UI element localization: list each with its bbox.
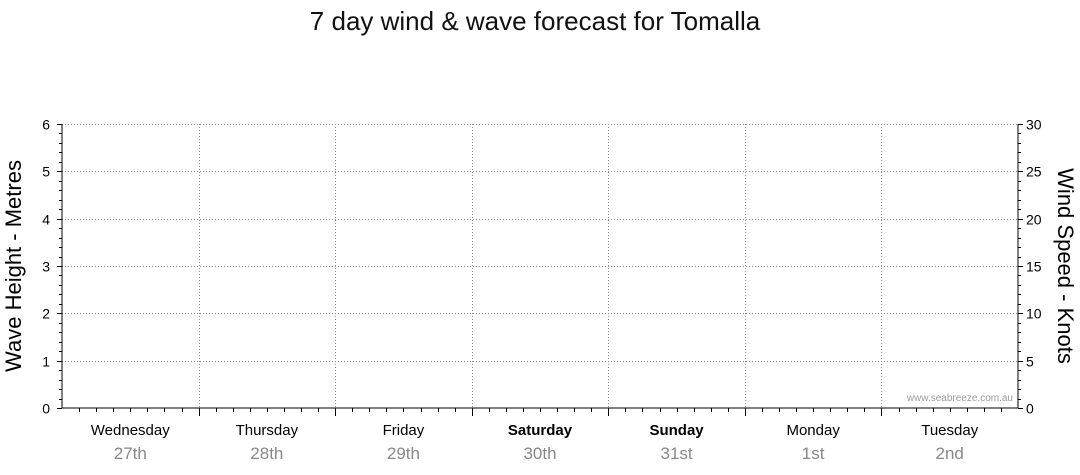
left-tick-label: 6	[42, 117, 50, 133]
left-tick-label: 4	[42, 212, 50, 228]
day-date-label: 2nd	[936, 444, 964, 463]
right-tick-label: 20	[1026, 212, 1042, 228]
left-tick-label: 3	[42, 259, 50, 275]
x-axis-ticks	[79, 408, 1002, 416]
left-tick-label: 1	[42, 354, 50, 370]
chart-title: 7 day wind & wave forecast for Tomalla	[309, 6, 761, 36]
left-tick-label: 2	[42, 306, 50, 322]
day-name-label: Friday	[383, 422, 425, 439]
right-axis-ticks: 0 5 10 15 20 25 30	[1018, 117, 1042, 417]
day-date-label: 27th	[114, 444, 147, 463]
day-name-label: Tuesday	[921, 422, 978, 439]
day-name-label: Thursday	[236, 422, 299, 439]
right-tick-label: 15	[1026, 259, 1042, 275]
right-tick-label: 25	[1026, 164, 1042, 180]
right-tick-label: 0	[1026, 401, 1034, 417]
watermark-text: www.seabreeze.com.au	[906, 393, 1013, 404]
left-axis-title: Wave Height - Metres	[1, 160, 26, 372]
left-tick-label: 0	[42, 401, 50, 417]
right-tick-label: 10	[1026, 306, 1042, 322]
day-date-label: 1st	[802, 444, 825, 463]
day-name-label: Saturday	[508, 422, 573, 439]
day-date-label: 31st	[661, 444, 693, 463]
day-labels: Wednesday 27th Thursday 28th Friday 29th Satur…	[91, 422, 979, 463]
right-axis-title: Wind Speed - Knots	[1053, 168, 1078, 364]
grid-lines	[62, 124, 1018, 408]
day-name-label: Wednesday	[91, 422, 170, 439]
day-date-label: 30th	[523, 444, 556, 463]
day-date-label: 28th	[250, 444, 283, 463]
day-name-label: Monday	[786, 422, 840, 439]
left-tick-label: 5	[42, 164, 50, 180]
right-tick-label: 5	[1026, 354, 1034, 370]
day-date-label: 29th	[387, 444, 420, 463]
left-axis-ticks: 0 1 2 3 4 5 6	[42, 117, 62, 417]
day-name-label: Sunday	[649, 422, 704, 439]
right-tick-label: 30	[1026, 117, 1042, 133]
